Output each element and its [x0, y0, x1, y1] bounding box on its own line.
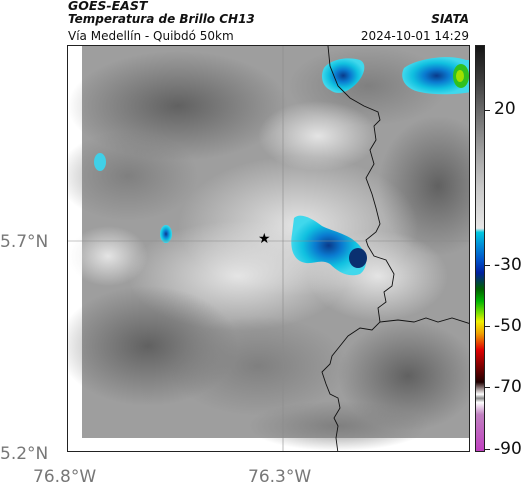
border-line-branch — [379, 317, 469, 324]
colorbar-label-20: 20 — [494, 99, 516, 119]
lat-label-5-2: 5.2°N — [0, 444, 49, 464]
route-label: Vía Medellín - Quibdó 50km — [68, 29, 234, 43]
product-title: GOES-EAST — [68, 0, 148, 13]
lon-label-76-8: 76.8°W — [33, 467, 97, 487]
colorbar-tick — [485, 326, 490, 327]
convective-cells — [94, 57, 469, 276]
colorbar — [475, 45, 485, 452]
satellite-map[interactable]: ★ — [67, 45, 470, 452]
colorbar-label-minus-50: -50 — [494, 316, 522, 336]
map-canvas — [68, 46, 469, 451]
colorbar-tick — [485, 449, 490, 450]
colorbar-tick — [485, 387, 490, 388]
lat-label-5-7: 5.7°N — [0, 232, 49, 252]
colorbar-label-minus-70: -70 — [494, 377, 522, 397]
colorbar-tick — [485, 265, 490, 266]
star-icon: ★ — [258, 231, 271, 247]
product-subtitle: Temperatura de Brillo CH13 — [68, 12, 255, 26]
colorbar-label-minus-90: -90 — [494, 439, 522, 459]
organization-label: SIATA — [431, 12, 469, 26]
border-line — [321, 46, 395, 451]
colorbar-tick — [485, 110, 490, 111]
cloud-texture — [68, 46, 469, 451]
lon-label-76-3: 76.3°W — [248, 467, 312, 487]
timestamp-label: 2024-10-01 14:29 — [360, 29, 469, 43]
colorbar-label-minus-30: -30 — [494, 255, 522, 275]
